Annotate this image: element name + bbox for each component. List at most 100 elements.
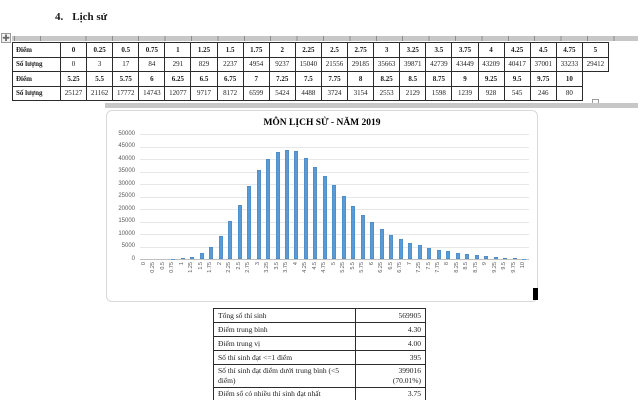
table-cell: 17 xyxy=(112,56,140,72)
table-cell: 10 xyxy=(555,71,583,87)
x-tick-slot: 2.75 xyxy=(244,262,253,298)
score-distribution-chart[interactable]: MÔN LỊCH SỬ - NĂM 2019 0 5000 10000 15000 20… xyxy=(106,110,538,302)
table-cell: 37001 xyxy=(529,56,557,72)
x-tick-label: 0.25 xyxy=(150,262,157,273)
table-cell: 7.25 xyxy=(268,71,296,87)
table-cell: 1239 xyxy=(451,85,479,101)
x-tick-slot: 3.25 xyxy=(263,262,272,298)
bar xyxy=(322,175,327,259)
row-header-cell: Số lượng xyxy=(12,85,61,101)
x-tick-label: 3.25 xyxy=(264,262,271,273)
table-cell: 7.5 xyxy=(294,71,322,87)
x-tick-slot: 4.5 xyxy=(311,262,320,298)
summary-label: Điểm trung bình xyxy=(213,322,356,337)
summary-label: Số thí sinh đạt <=1 điểm xyxy=(213,350,356,365)
chart-title: MÔN LỊCH SỬ - NĂM 2019 xyxy=(263,118,381,128)
x-tick-label: 4.25 xyxy=(302,262,309,273)
x-tick-slot: 3.75 xyxy=(282,262,291,298)
chart-x-axis-labels: 0 0.25 0.5 0.75 1 1.25 1.5 1.75 2 2.25 2.5 2.75 3 3.2… xyxy=(140,262,529,298)
bar-slot xyxy=(425,134,434,259)
table-cell: 84 xyxy=(138,56,166,72)
x-tick-label: 0 xyxy=(140,262,147,266)
table-cell: 15040 xyxy=(294,56,322,72)
table-move-handle-icon[interactable]: ✚ xyxy=(1,33,11,43)
x-tick-label: 6 xyxy=(368,262,375,266)
table-cell: 43209 xyxy=(477,56,505,72)
bar xyxy=(294,150,299,259)
summary-value: 395 xyxy=(355,350,426,365)
table-cell: 9.5 xyxy=(503,71,531,87)
x-tick-slot: 8 xyxy=(444,262,453,298)
bar-slot xyxy=(330,134,339,259)
bar-slot xyxy=(320,134,329,259)
x-tick-slot: 0.75 xyxy=(168,262,177,298)
table-cell: 2.25 xyxy=(294,42,322,58)
table-cell: 17772 xyxy=(112,85,140,101)
table-cell: 1.25 xyxy=(190,42,218,58)
x-tick-label: 5.25 xyxy=(340,262,347,273)
table-row: Điểm 0 0.25 0.5 0.75 1 1.25 1.5 1.75 2 2.25 2.5 2.75… xyxy=(12,42,609,58)
x-tick-slot: 3 xyxy=(254,262,263,298)
table-cell: 14743 xyxy=(138,85,166,101)
bar-slot xyxy=(472,134,481,259)
bar xyxy=(484,255,489,259)
gridline xyxy=(140,159,529,160)
x-tick-slot: 9.75 xyxy=(510,262,519,298)
x-tick-label: 3.5 xyxy=(273,262,280,270)
table-cell: 8.75 xyxy=(425,71,453,87)
table-cell: 7 xyxy=(242,71,270,87)
table-cell: 5 xyxy=(581,42,609,58)
bar xyxy=(360,214,365,259)
table-cell: 0.25 xyxy=(86,42,114,58)
table-cell: 2.75 xyxy=(347,42,375,58)
x-tick-label: 1.25 xyxy=(188,262,195,273)
x-tick-slot: 6.5 xyxy=(387,262,396,298)
y-tick-label: 20000 xyxy=(118,205,135,212)
x-tick-slot: 7.5 xyxy=(425,262,434,298)
bar xyxy=(351,206,356,259)
bar-slot xyxy=(434,134,443,259)
bar xyxy=(493,256,498,259)
bar-slot xyxy=(168,134,177,259)
x-tick-slot: 2.5 xyxy=(235,262,244,298)
bar xyxy=(370,222,375,259)
bar xyxy=(417,245,422,259)
bar xyxy=(275,152,280,259)
x-tick-label: 8 xyxy=(444,262,451,266)
summary-row: Điểm trung bình 4.30 xyxy=(213,322,426,337)
bar-slot xyxy=(159,134,168,259)
x-tick-slot: 5 xyxy=(330,262,339,298)
table-cell: 12077 xyxy=(164,85,192,101)
table-cell: 43449 xyxy=(451,56,479,72)
bar xyxy=(503,257,508,259)
y-tick-label: 45000 xyxy=(118,143,135,149)
text-cursor-mark xyxy=(533,288,538,300)
x-tick-label: 6.5 xyxy=(387,262,394,270)
table-top-gridline-strip xyxy=(12,36,638,41)
x-tick-slot: 2 xyxy=(216,262,225,298)
x-tick-slot: 1 xyxy=(178,262,187,298)
bar-slot xyxy=(140,134,149,259)
x-tick-label: 9 xyxy=(482,262,489,266)
bar xyxy=(209,246,214,259)
table-cell: 6 xyxy=(138,71,166,87)
table-cell: 9.25 xyxy=(477,71,505,87)
x-tick-label: 1.5 xyxy=(197,262,204,270)
y-tick-label: 30000 xyxy=(118,180,135,187)
summary-value: 4.00 xyxy=(355,336,426,351)
y-tick-label: 15000 xyxy=(118,218,135,224)
table-cell: 25127 xyxy=(59,85,88,101)
table-cell: 42739 xyxy=(425,56,453,72)
table-cell: 3.5 xyxy=(425,42,453,58)
bar-slot xyxy=(377,134,386,259)
x-tick-slot: 9.5 xyxy=(500,262,509,298)
x-tick-label: 4.5 xyxy=(311,262,318,270)
row-header-cell: Điểm xyxy=(12,42,61,58)
bar xyxy=(228,221,233,259)
table-cell: 7.75 xyxy=(320,71,349,87)
bar xyxy=(398,238,403,259)
table-cell: 3724 xyxy=(320,85,349,101)
table-cell: 8172 xyxy=(216,85,244,101)
table-cell: 4.5 xyxy=(529,42,557,58)
